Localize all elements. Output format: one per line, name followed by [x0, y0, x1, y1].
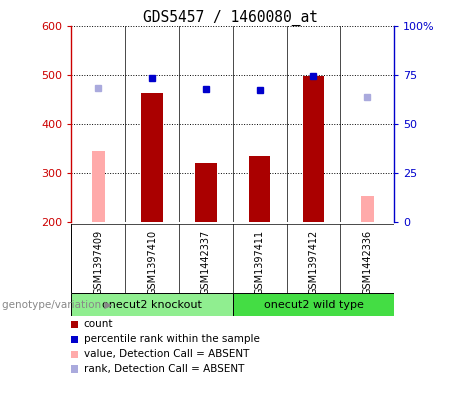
Text: count: count: [83, 319, 113, 329]
Text: rank, Detection Call = ABSENT: rank, Detection Call = ABSENT: [83, 364, 244, 374]
Bar: [71, 293, 233, 316]
Text: GSM1397410: GSM1397410: [147, 230, 157, 295]
Bar: [233, 293, 394, 316]
Text: percentile rank within the sample: percentile rank within the sample: [83, 334, 260, 344]
Text: GSM1442336: GSM1442336: [362, 230, 372, 295]
Bar: [195, 163, 217, 222]
Bar: [361, 196, 374, 222]
Text: GSM1397409: GSM1397409: [93, 230, 103, 295]
Text: GSM1442337: GSM1442337: [201, 230, 211, 295]
Text: onecut2 wild type: onecut2 wild type: [264, 299, 363, 310]
Bar: [142, 93, 163, 222]
Bar: [92, 151, 105, 222]
Text: genotype/variation ▶: genotype/variation ▶: [2, 299, 112, 310]
Text: GSM1397411: GSM1397411: [254, 230, 265, 295]
Text: GSM1397412: GSM1397412: [308, 230, 319, 295]
Bar: [249, 156, 271, 222]
Text: onecut2 knockout: onecut2 knockout: [102, 299, 202, 310]
Text: GDS5457 / 1460080_at: GDS5457 / 1460080_at: [143, 10, 318, 26]
Bar: [303, 76, 324, 222]
Text: value, Detection Call = ABSENT: value, Detection Call = ABSENT: [83, 349, 249, 359]
